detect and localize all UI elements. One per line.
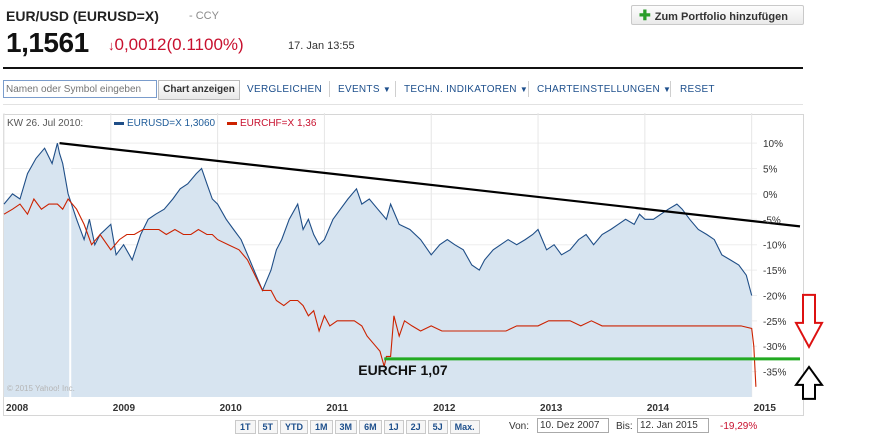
menu-separator	[395, 81, 396, 97]
menu-separator	[670, 81, 671, 97]
menu-separator	[528, 81, 529, 97]
range-button-max[interactable]: Max.	[449, 420, 480, 434]
plus-icon: ✚	[639, 7, 651, 23]
range-button-5d[interactable]: 5T	[257, 420, 279, 434]
x-tick-label: 2015	[754, 403, 777, 414]
x-tick-label: 2011	[326, 403, 348, 414]
legend-eurchf-label: EURCHF=X 1,36	[240, 118, 317, 129]
range-button-6m[interactable]: 6M	[359, 420, 382, 434]
add-to-portfolio-button[interactable]: ✚ Zum Portfolio hinzufügen	[631, 5, 804, 25]
y-tick-label: 5%	[763, 165, 778, 176]
down-arrow-icon	[794, 293, 824, 350]
quote-datetime: 17. Jan 13:55	[288, 40, 355, 52]
support-label: EURCHF 1,07	[358, 362, 448, 378]
y-tick-label: 10%	[763, 139, 783, 150]
x-tick-label: 2008	[6, 403, 29, 414]
x-tick-label: 2014	[647, 403, 670, 414]
change-value: 0,0012	[114, 35, 167, 54]
y-tick-label: 0%	[763, 190, 778, 201]
legend-swatch-eurusd	[114, 121, 124, 125]
range-buttons: 1T 5T YTD 1M 3M 6M 1J 2J 5J Max.	[235, 417, 482, 435]
menu-events-label: EVENTS	[338, 84, 380, 95]
toolbar-divider	[3, 104, 803, 105]
quote-price: 1,1561	[6, 27, 89, 58]
header-divider	[3, 67, 803, 69]
y-tick-label: -25%	[763, 317, 786, 328]
series-area-eurusd	[4, 143, 752, 397]
menu-separator	[329, 81, 330, 97]
x-tick-label: 2013	[540, 403, 563, 414]
range-button-5y[interactable]: 5J	[427, 420, 448, 434]
symbol-search-input[interactable]	[3, 80, 157, 98]
to-date-label: Bis:	[616, 421, 633, 432]
range-button-2y[interactable]: 2J	[405, 420, 426, 434]
series-line-eurusd	[3, 143, 753, 296]
menu-events[interactable]: EVENTS ▼	[338, 84, 391, 95]
trendline	[59, 142, 801, 228]
range-button-1m[interactable]: 1M	[310, 420, 333, 434]
series-line-eurchf	[3, 197, 757, 387]
menu-chart-settings-label: CHARTEINSTELLUNGEN	[537, 84, 661, 95]
menu-reset-label: RESET	[680, 84, 715, 95]
from-date-label: Von:	[509, 421, 530, 432]
show-chart-button[interactable]: Chart anzeigen	[158, 80, 240, 100]
y-tick-label: -15%	[763, 266, 786, 277]
caret-down-icon: ▼	[519, 85, 529, 94]
y-tick-label: -5%	[763, 215, 781, 226]
legend-eurusd: EURUSD=X 1,3060	[114, 118, 215, 129]
y-tick-label: -35%	[763, 368, 786, 379]
menu-technical-indicators[interactable]: TECHN. INDIKATOREN ▼	[404, 84, 528, 95]
menu-compare-label: VERGLEICHEN	[247, 84, 322, 95]
menu-reset[interactable]: RESET	[680, 84, 715, 95]
x-tick-label: 2010	[220, 403, 243, 414]
period-change-value: -19,29%	[720, 421, 758, 432]
caret-down-icon: ▼	[382, 85, 392, 94]
watermark: © 2015 Yahoo! Inc.	[7, 384, 75, 393]
range-button-3m[interactable]: 3M	[334, 420, 358, 434]
y-tick-label: -10%	[763, 241, 786, 252]
caret-down-icon: ▼	[663, 85, 672, 94]
legend-eurchf: EURCHF=X 1,36	[227, 118, 316, 129]
menu-compare[interactable]: VERGLEICHEN	[247, 84, 322, 95]
quote-title: EUR/USD (EURUSD=X)	[6, 8, 159, 24]
menu-chart-settings[interactable]: CHARTEINSTELLUNGEN ▼	[537, 84, 671, 95]
to-date-input[interactable]: 12. Jan 2015	[637, 418, 709, 433]
up-arrow-icon	[794, 365, 824, 400]
legend-swatch-eurchf	[227, 121, 237, 125]
legend-week-label: KW 26. Jul 2010:	[7, 118, 84, 129]
x-tick-label: 2009	[113, 403, 136, 414]
range-button-ytd[interactable]: YTD	[280, 420, 309, 434]
range-button-1y[interactable]: 1J	[383, 420, 404, 434]
quote-change: ↓0,0012(0.1100%)	[108, 35, 244, 55]
legend-eurusd-label: EURUSD=X 1,3060	[127, 118, 216, 129]
y-tick-label: -20%	[763, 291, 786, 302]
down-arrow-icon: ↓	[108, 38, 115, 53]
change-percent: (0.1100%)	[166, 35, 244, 54]
menu-technical-indicators-label: TECHN. INDIKATOREN	[404, 84, 517, 95]
y-tick-label: -30%	[763, 342, 786, 353]
range-button-1d[interactable]: 1T	[235, 420, 256, 434]
from-date-input[interactable]: 10. Dez 2007	[537, 418, 609, 433]
x-tick-label: 2012	[433, 403, 456, 414]
quote-type-label: - CCY	[189, 10, 219, 22]
add-to-portfolio-label: Zum Portfolio hinzufügen	[654, 11, 788, 23]
